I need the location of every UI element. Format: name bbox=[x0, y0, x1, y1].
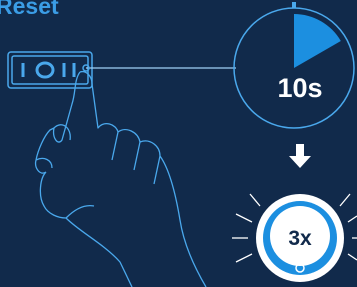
press-count: 3x bbox=[288, 227, 312, 250]
title: Reset bbox=[0, 0, 59, 19]
page: Reset 10s 3x bbox=[0, 0, 357, 287]
timer-label: 10s bbox=[277, 73, 322, 103]
illustration: Reset 10s 3x bbox=[0, 0, 357, 287]
